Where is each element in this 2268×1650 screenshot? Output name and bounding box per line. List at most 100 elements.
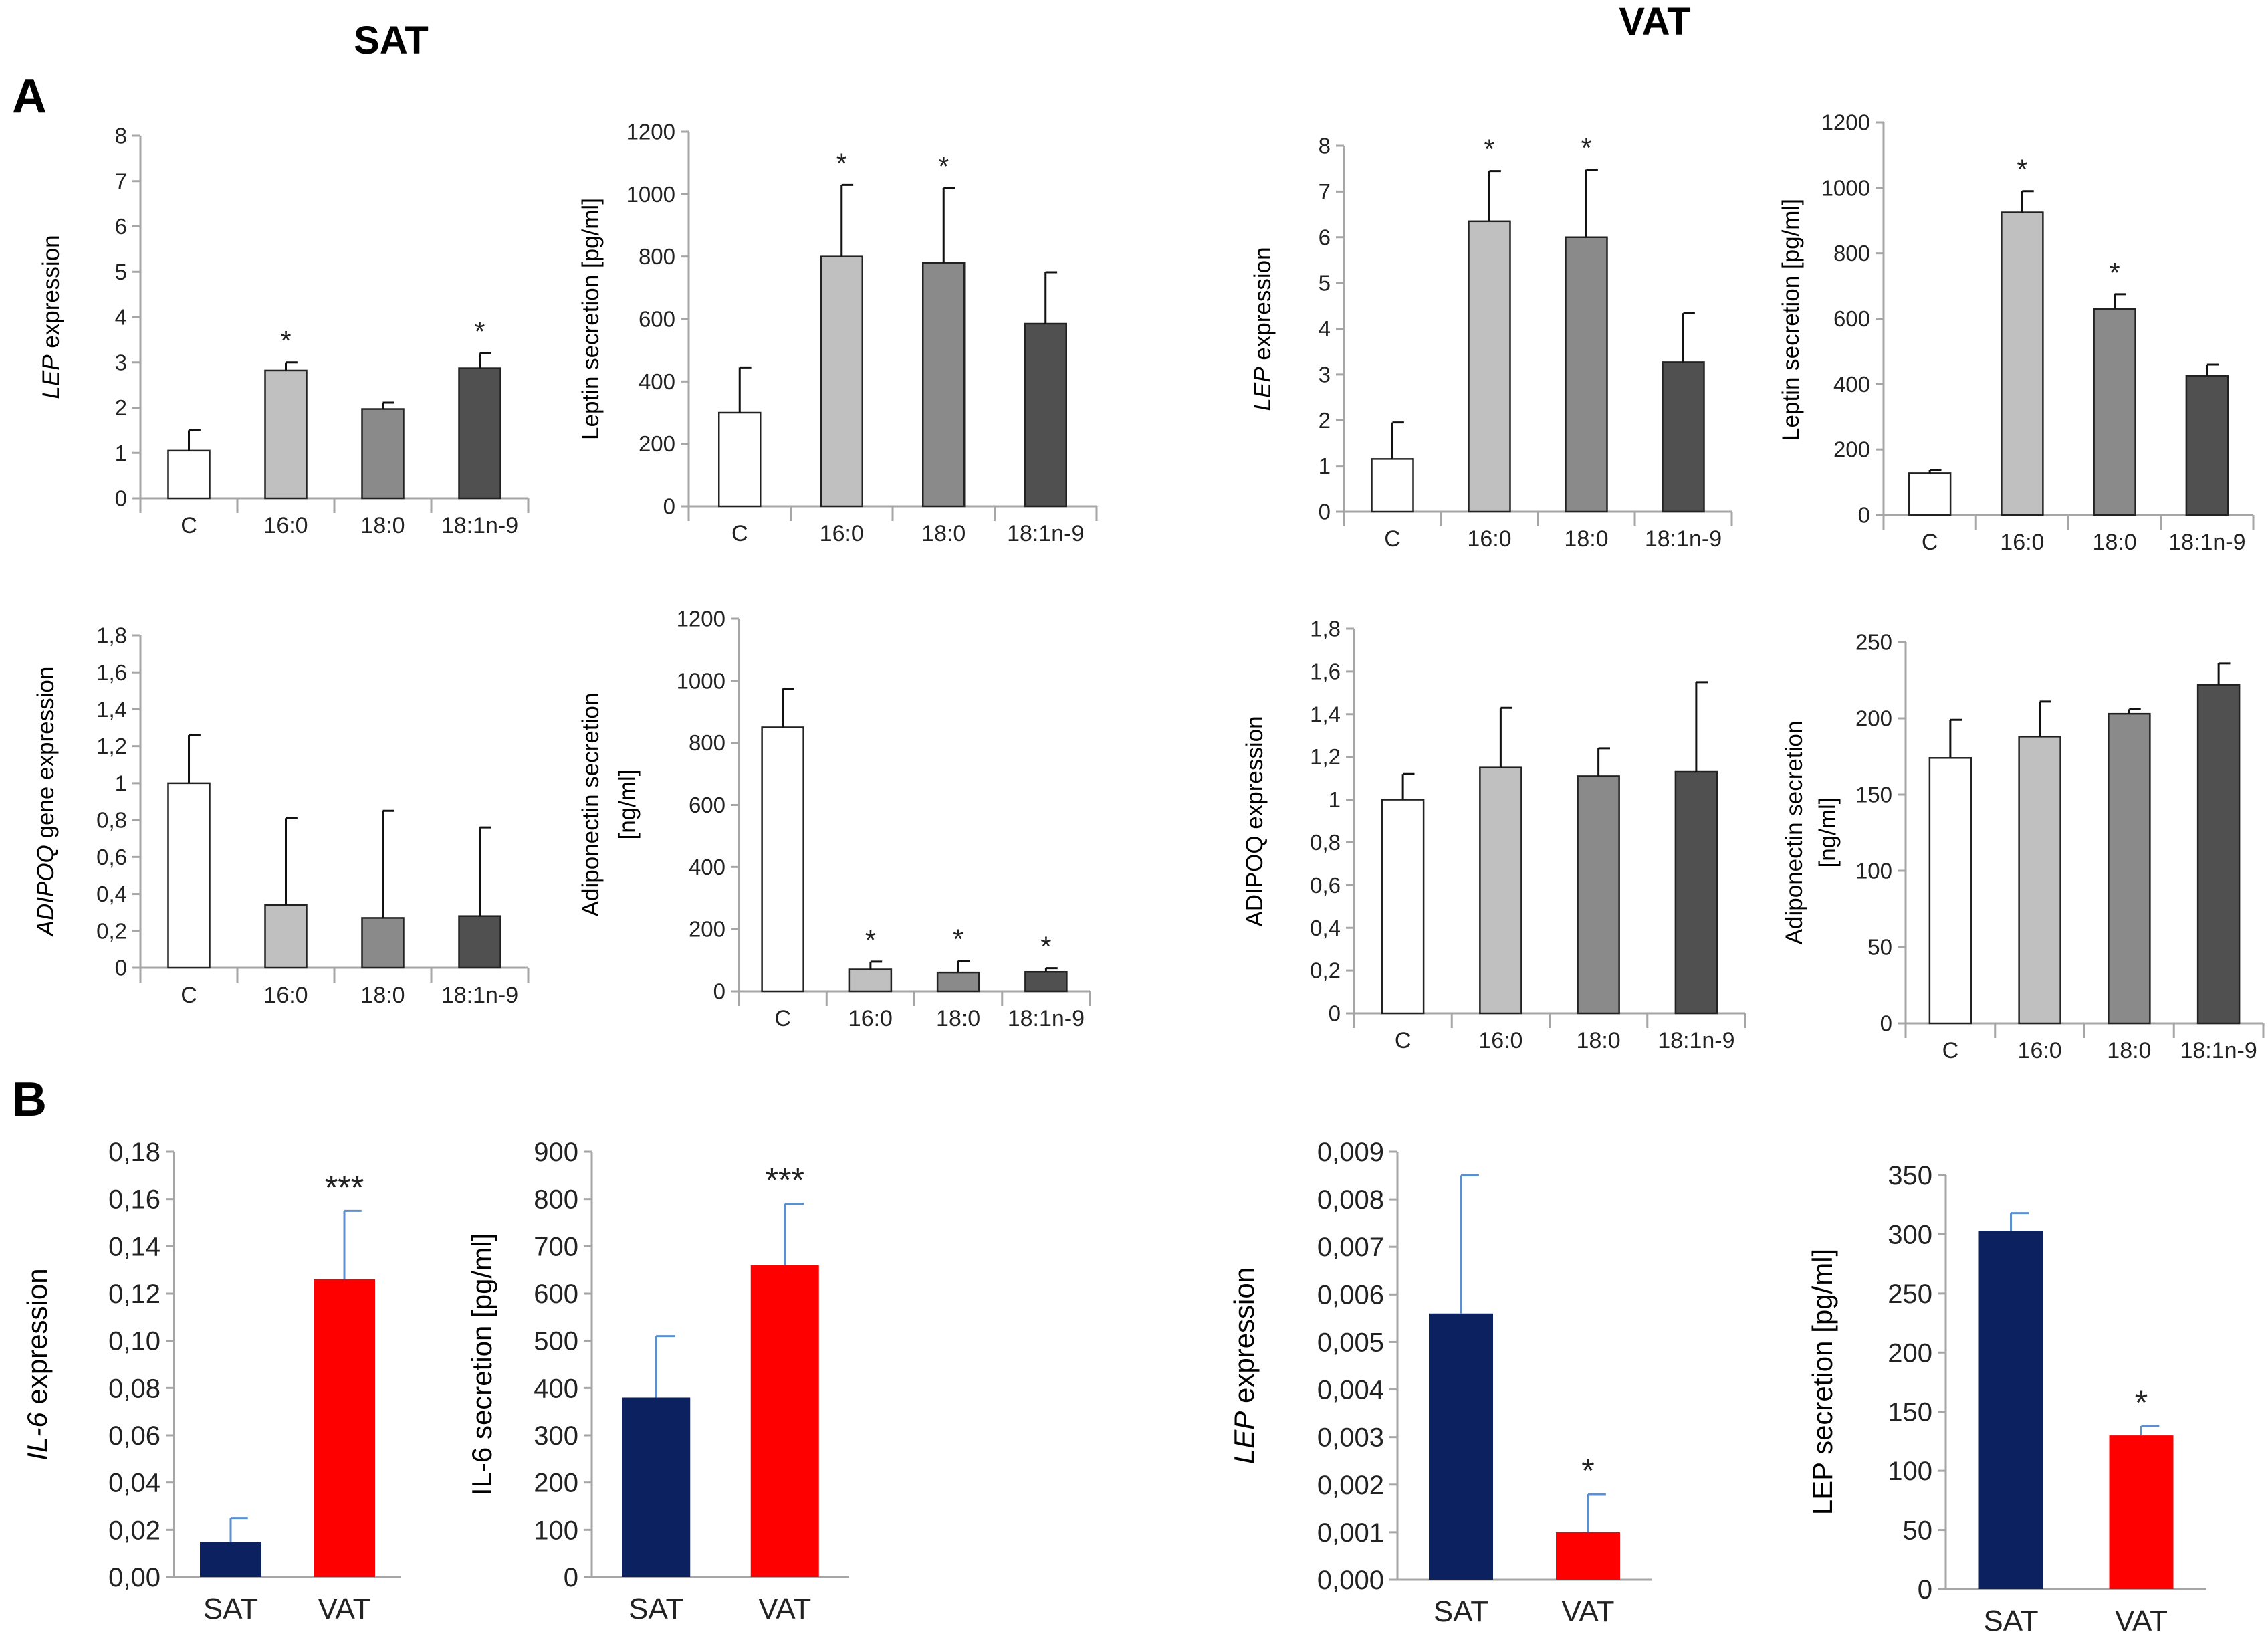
- y-tick-label: 1,2: [96, 734, 127, 758]
- y-tick-label: 8: [115, 124, 127, 148]
- y-tick-label: 1: [1319, 453, 1331, 478]
- y-axis-label: Adiponectin secretion: [1781, 721, 1807, 945]
- chart-sat-lep-expression: 0 1 2 3 4 5 6 7 8 C * 16:0 18:0 * 18:1n-9 LEP expressio…: [38, 124, 530, 538]
- bar-18:1n-9: [458, 367, 501, 500]
- significance-marker: *: [1484, 134, 1494, 165]
- y-tick-label: 600: [534, 1279, 578, 1309]
- y-tick-label: 600: [1833, 306, 1870, 331]
- category-label: 18:0: [1577, 1028, 1621, 1053]
- y-axis-label: ADIPOQ gene expression: [33, 667, 59, 938]
- bar-SAT: [200, 1542, 261, 1577]
- y-tick-label: 50: [1867, 935, 1892, 960]
- y-tick-label: 1,6: [1310, 659, 1341, 684]
- y-tick-label: 350: [1888, 1161, 1932, 1191]
- category-label: C: [1384, 526, 1401, 552]
- category-label: 18:1n-9: [2168, 530, 2245, 555]
- category-label: 16:0: [263, 513, 308, 538]
- bar-16:0: [2001, 211, 2044, 516]
- y-tick-label: 250: [1888, 1279, 1932, 1309]
- y-axis-label: Adiponectin secretion: [578, 693, 604, 917]
- y-tick-label: 1000: [627, 182, 675, 207]
- y-tick-label: 800: [689, 730, 725, 755]
- y-tick-label: 0,8: [96, 808, 127, 833]
- y-axis-label: Leptin secretion [pg/ml]: [1778, 199, 1804, 441]
- y-tick-label: 1,6: [96, 660, 127, 685]
- y-tick-label: 300: [534, 1421, 578, 1451]
- y-tick-label: 1: [115, 441, 127, 466]
- category-label: 16:0: [2000, 530, 2044, 555]
- significance-marker: *: [474, 316, 485, 347]
- y-tick-label: 0: [1858, 503, 1870, 528]
- category-label: 18:0: [1564, 526, 1608, 552]
- bar-16:0: [264, 904, 308, 969]
- y-tick-label: 4: [115, 305, 127, 330]
- significance-marker: *: [1581, 133, 1591, 164]
- y-tick-label: 0: [663, 494, 675, 519]
- y-tick-label: 3: [115, 350, 127, 375]
- category-label: 18:0: [921, 521, 966, 546]
- y-tick-label: 200: [1888, 1338, 1932, 1368]
- y-tick-label: 0,2: [1310, 958, 1341, 983]
- category-label: 18:0: [2093, 530, 2137, 555]
- bar-C: [1928, 757, 1972, 1025]
- bar-18:1n-9: [1024, 970, 1068, 993]
- chart-vat-adipoq-expression: 0 0,2 0,4 0,6 0,8 1 1,2 1,4 1,6 1,8 C 16:0 18:0 18:1n…: [1242, 617, 1746, 1053]
- y-tick-label: 0,2: [96, 918, 127, 943]
- y-axis-label-units: [ng/ml]: [614, 769, 641, 839]
- significance-marker: ***: [325, 1168, 364, 1206]
- vat-heading: VAT: [1619, 0, 1690, 43]
- y-axis-label: LEP expression: [38, 235, 64, 399]
- category-label: SAT: [1983, 1605, 2038, 1637]
- y-tick-label: 0,6: [96, 845, 127, 869]
- chart-vat-adiponectin-secretion: 0 50 100 150 200 250 C 16:0 18:0 18:1n-9 Adiponect…: [1781, 630, 2265, 1063]
- category-label: 16:0: [263, 983, 308, 1008]
- y-tick-label: 0: [713, 979, 725, 1004]
- bar-18:0: [361, 408, 405, 500]
- panel-label-b: B: [12, 1073, 47, 1126]
- bar-18:0: [1565, 236, 1608, 513]
- y-axis-label: Leptin secretion [pg/ml]: [578, 198, 604, 440]
- chart-sat-adipoq-expression: 0 0,2 0,4 0,6 0,8 1 1,2 1,4 1,6 1,8 C 16:0 18:0 18:1n…: [33, 623, 530, 1008]
- y-tick-label: 1: [115, 770, 127, 795]
- y-tick-label: 0,10: [108, 1327, 160, 1356]
- bar-18:1n-9: [458, 915, 501, 969]
- y-tick-label: 200: [534, 1469, 578, 1498]
- category-label: 18:0: [2107, 1038, 2151, 1063]
- category-label: 18:1n-9: [1007, 521, 1084, 546]
- category-label: 18:0: [360, 513, 405, 538]
- significance-marker: *: [280, 326, 291, 356]
- y-tick-label: 0,006: [1317, 1280, 1384, 1310]
- significance-marker: *: [938, 151, 949, 182]
- y-axis-label: IL-6 expression: [21, 1268, 53, 1460]
- y-tick-label: 0,005: [1317, 1328, 1384, 1357]
- chart-sat-adiponectin-secretion: 0 200 400 600 800 1000 1200 C * 16:0 * 18:0 * 18:1n-9…: [578, 607, 1091, 1031]
- y-tick-label: 300: [1888, 1220, 1932, 1249]
- category-label: C: [181, 983, 197, 1008]
- sat-heading: SAT: [354, 19, 429, 62]
- y-tick-label: 0,4: [96, 882, 127, 906]
- y-tick-label: 5: [115, 260, 127, 284]
- category-label: C: [181, 513, 197, 538]
- y-tick-label: 0,08: [108, 1374, 160, 1403]
- y-tick-label: 700: [534, 1232, 578, 1261]
- category-label: VAT: [1561, 1595, 1614, 1628]
- y-tick-label: 0,6: [1310, 873, 1341, 898]
- panel-label-a: A: [12, 70, 47, 123]
- y-tick-label: 7: [115, 169, 127, 193]
- bar-C: [167, 782, 211, 969]
- category-label: SAT: [629, 1592, 683, 1625]
- y-tick-label: 0: [115, 956, 127, 981]
- bar-VAT: [1556, 1532, 1620, 1580]
- y-axis-label: LEP expression: [1228, 1267, 1260, 1464]
- y-tick-label: 100: [1888, 1457, 1932, 1486]
- y-tick-label: 2: [115, 395, 127, 420]
- y-tick-label: 3: [1319, 362, 1331, 387]
- significance-marker: ***: [766, 1162, 804, 1199]
- charts-container: 0 1 2 3 4 5 6 7 8 C * 16:0 18:0 * 18:1n-9 LEP expressio…: [21, 110, 2265, 1637]
- y-tick-label: 0: [1329, 1001, 1341, 1026]
- category-label: VAT: [318, 1592, 370, 1625]
- significance-marker: *: [1040, 932, 1051, 962]
- bar-18:0: [922, 262, 966, 508]
- significance-marker: *: [1581, 1452, 1594, 1489]
- y-tick-label: 0: [1918, 1575, 1932, 1605]
